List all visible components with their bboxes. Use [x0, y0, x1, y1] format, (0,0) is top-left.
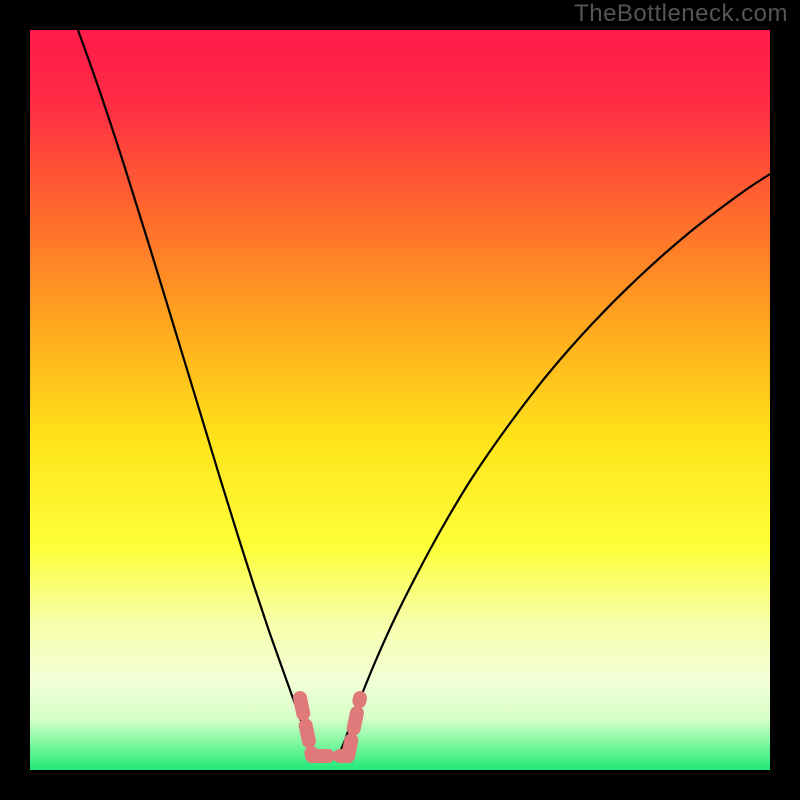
watermark-text: TheBottleneck.com — [574, 0, 788, 28]
bottleneck-chart — [0, 0, 800, 800]
figure-container: TheBottleneck.com — [0, 0, 800, 800]
gradient-background — [30, 30, 770, 770]
